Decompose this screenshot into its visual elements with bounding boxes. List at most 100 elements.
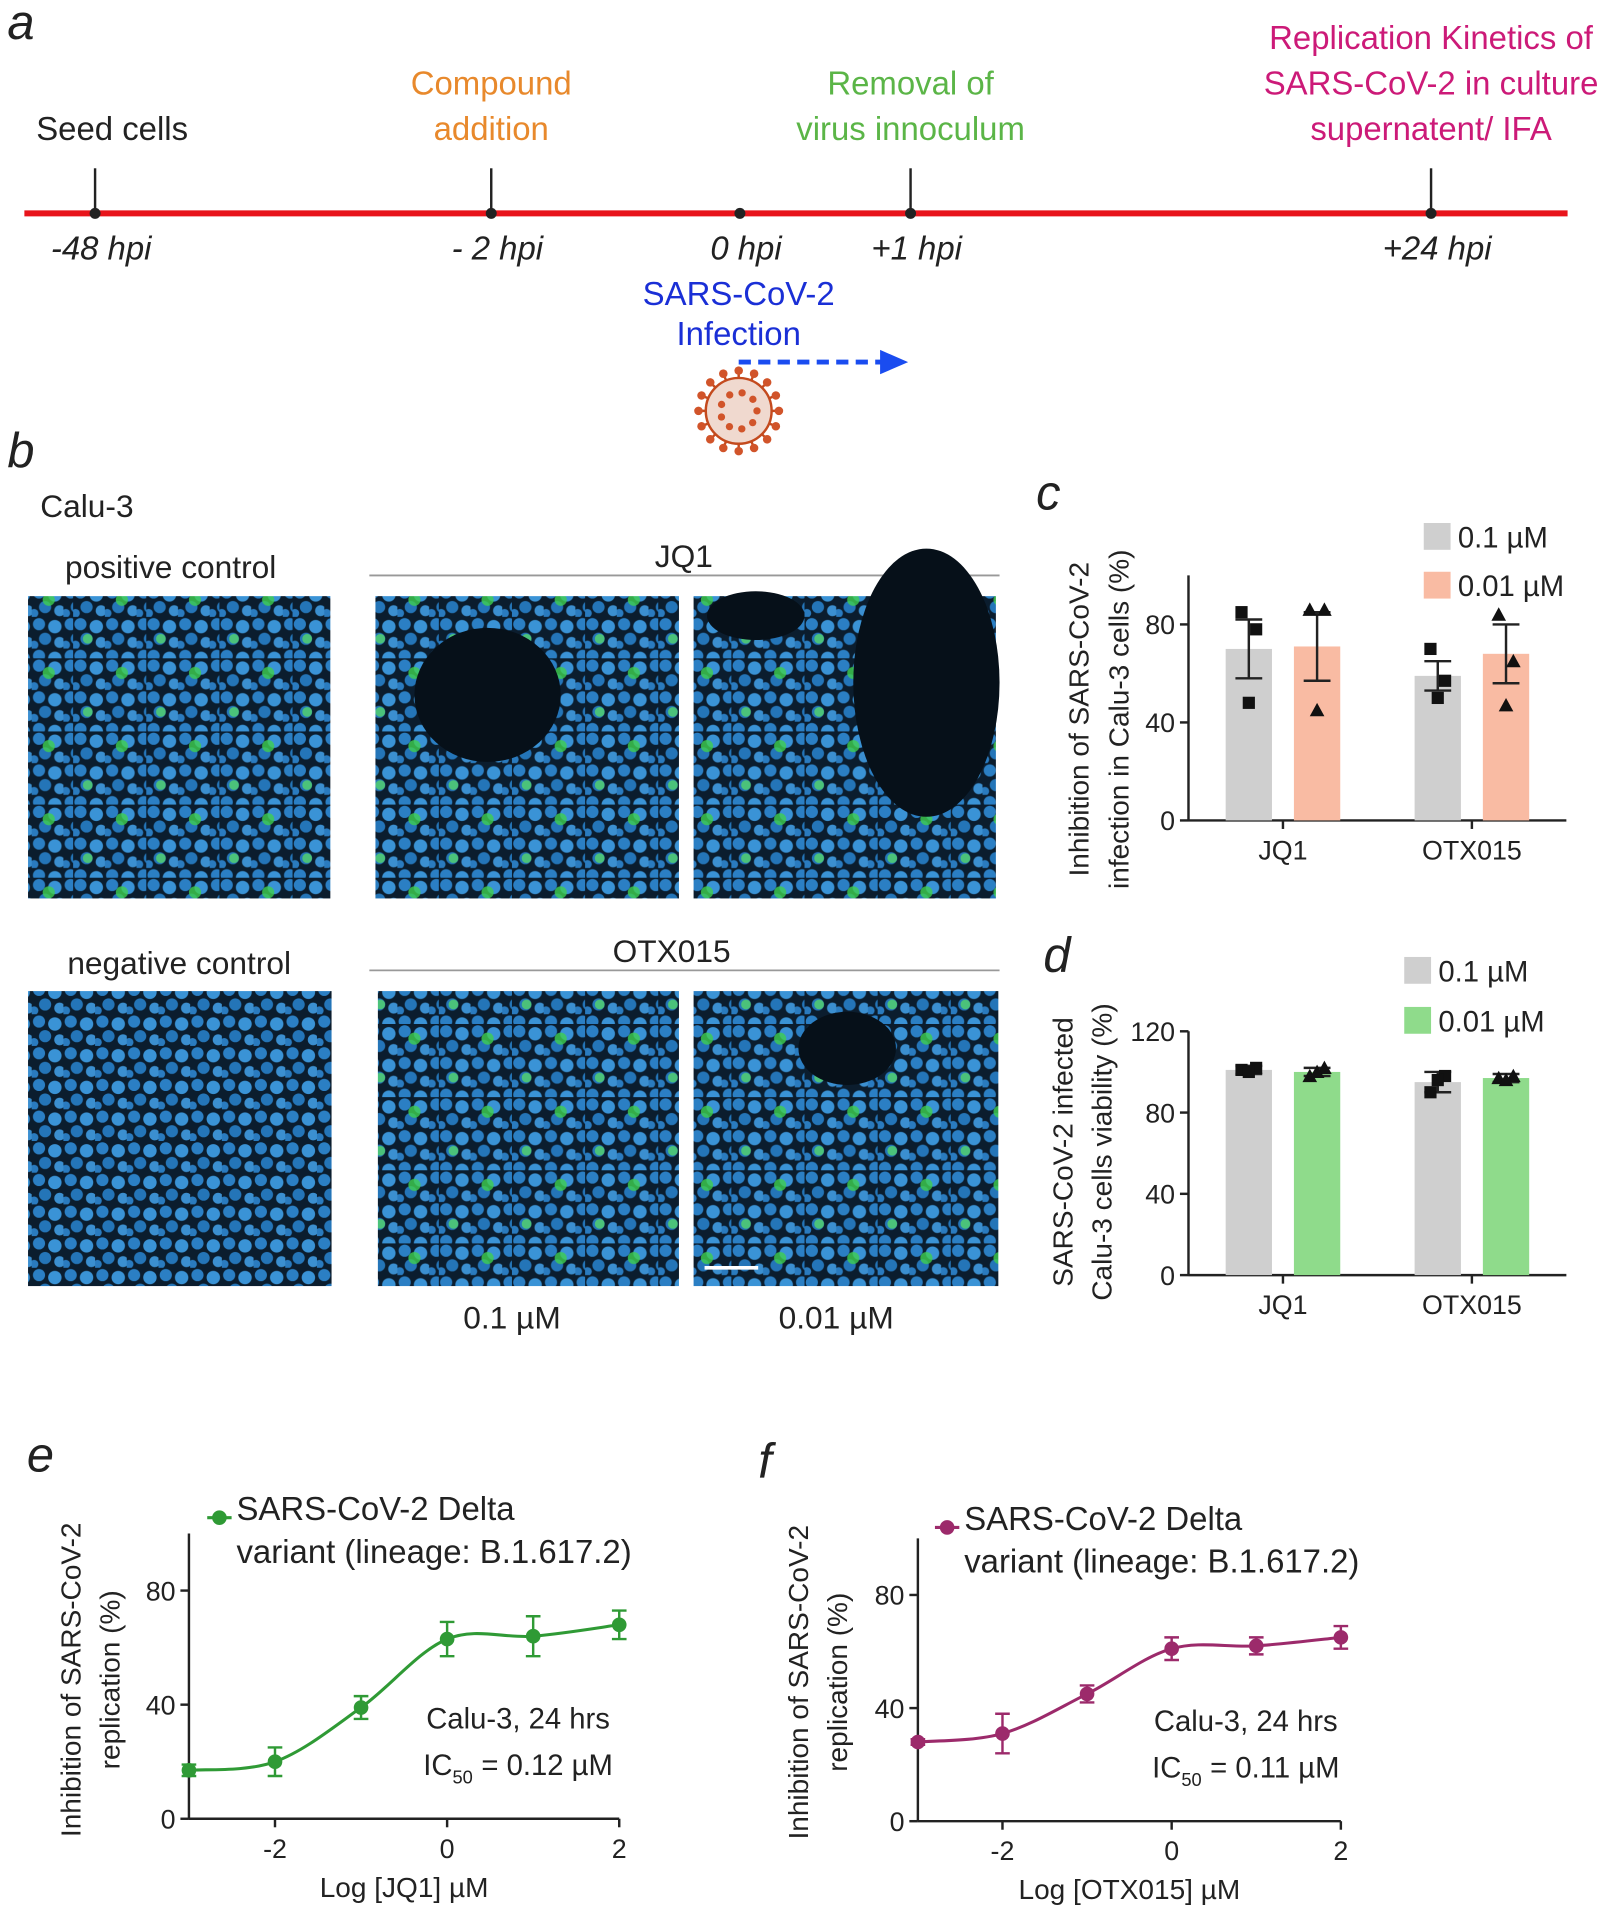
panel-label: b [7,424,34,478]
ic50-subscript: 50 [1181,1769,1201,1790]
bar [1293,1071,1341,1276]
virus-spike-tip [771,391,781,400]
data-point [181,1762,197,1778]
virus-spike-tip [719,369,728,378]
control-label: negative control [67,945,291,981]
ic50-annotation: IC50 = 0.12 µM [423,1750,613,1788]
y-tick-label: 40 [146,1690,176,1720]
x-tick-label: OTX015 [1422,835,1522,865]
event-dot [734,207,746,219]
legend-label: 0.1 µM [1458,522,1548,554]
y-axis-title: Inhibition of SARS-CoV-2 [55,1523,86,1838]
ic50-subscript: 50 [453,1766,473,1787]
virus-dot [753,407,761,415]
ic50-label: IC [423,1750,452,1782]
group-label: JQ1 [655,538,713,574]
virus-spike-tip [749,369,759,378]
data-point [1235,606,1248,619]
data-point [1250,623,1263,636]
data-point [611,1617,627,1633]
data-point [1309,702,1325,717]
data-point [267,1754,283,1770]
virus-spike-tip [734,366,743,375]
event-label: Seed cells [36,110,188,147]
y-tick-label: 80 [1145,1098,1175,1128]
panel-label: f [758,1434,776,1488]
virus-dot [738,425,746,433]
legend-label: SARS-CoV-2 Delta variant (lineage: B.1.6… [964,1500,1360,1580]
virus-spike-tip [762,435,772,444]
data-point [1498,697,1514,712]
infection-label: SARS-CoV-2 [643,275,835,312]
virus-dot [725,422,734,431]
x-tick-label: 2 [612,1834,627,1864]
error-bar [1235,618,1263,680]
ic50-annotation: IC50 = 0.11 µM [1152,1752,1339,1790]
legend-label: 0.1 µM [1438,956,1528,988]
legend-swatch [1423,571,1451,599]
error-bar [1424,659,1452,692]
event-dot [485,207,497,219]
data-point [439,1631,455,1647]
panel-label: d [1043,929,1072,983]
data-point [1506,653,1521,668]
data-point [1164,1641,1179,1657]
concentration-label: 0.01 µM [779,1300,894,1336]
data-point [1431,1073,1444,1087]
data-point [1424,1086,1437,1099]
y-tick-label: 0 [890,1807,905,1837]
virus-dot [749,395,757,403]
control-label: positive control [65,549,276,585]
data-point [1333,1630,1349,1645]
y-tick-label: 0 [161,1805,176,1835]
data-point [1317,602,1332,616]
legend-box: SARS-CoV-2 Delta variant (lineage: B.1.6… [236,1490,632,1571]
y-tick-label: 120 [1130,1017,1175,1047]
y-tick-label: 0 [1160,806,1175,836]
annotation: Calu-3, 24 hrs [1154,1706,1338,1738]
fit-curve [917,1635,1342,1744]
data-point [1317,1060,1332,1074]
data-point [1506,1068,1521,1083]
virus-spike-tip [705,378,715,387]
ic50-value: = 0.12 µM [481,1750,612,1782]
panel-label: c [1036,467,1060,521]
x-axis-title: Log [OTX015] µM [1019,1874,1241,1905]
data-point [910,1734,926,1750]
panel-label: e [27,1428,54,1482]
virus-spike-tip [762,378,772,387]
data-point [1302,602,1318,616]
y-axis-title: replication (%) [94,1590,125,1769]
data-point [1431,691,1444,705]
bar [1414,1082,1461,1276]
legend-swatch [1404,1006,1432,1034]
y-axis-title: replication (%) [822,1593,853,1772]
virus-dot [717,400,726,409]
event-label: SARS-CoV-2 in culture [1264,65,1599,102]
y-tick-label: 40 [875,1694,905,1724]
virus-spike-tip [774,406,784,416]
event-time: +24 hpi [1383,230,1494,267]
ic50-value: = 0.11 µM [1210,1752,1339,1784]
legend-label: SARS-CoV-2 Delta variant (lineage: B.1.6… [236,1490,632,1571]
data-point [1498,1072,1514,1087]
virus-spike-tip [719,443,728,453]
arrow-head [880,349,909,375]
legend-marker [212,1510,227,1525]
micrograph [28,991,332,1287]
virus-spike-tip [697,421,706,431]
data-point [1302,1068,1318,1083]
event-label: virus innoculum [796,110,1025,147]
data-point [1079,1686,1095,1702]
panel-label: a [7,0,34,50]
event-dot [1425,207,1437,219]
data-point [525,1628,541,1644]
legend-swatch [1423,523,1451,550]
event-label: supernatent/ IFA [1310,110,1552,147]
y-axis-title: SARS-CoV-2 infected [1048,1017,1079,1286]
event-time: - 2 hpi [452,230,545,267]
virus-spike-tip [694,406,703,416]
virus-dot [749,418,757,427]
